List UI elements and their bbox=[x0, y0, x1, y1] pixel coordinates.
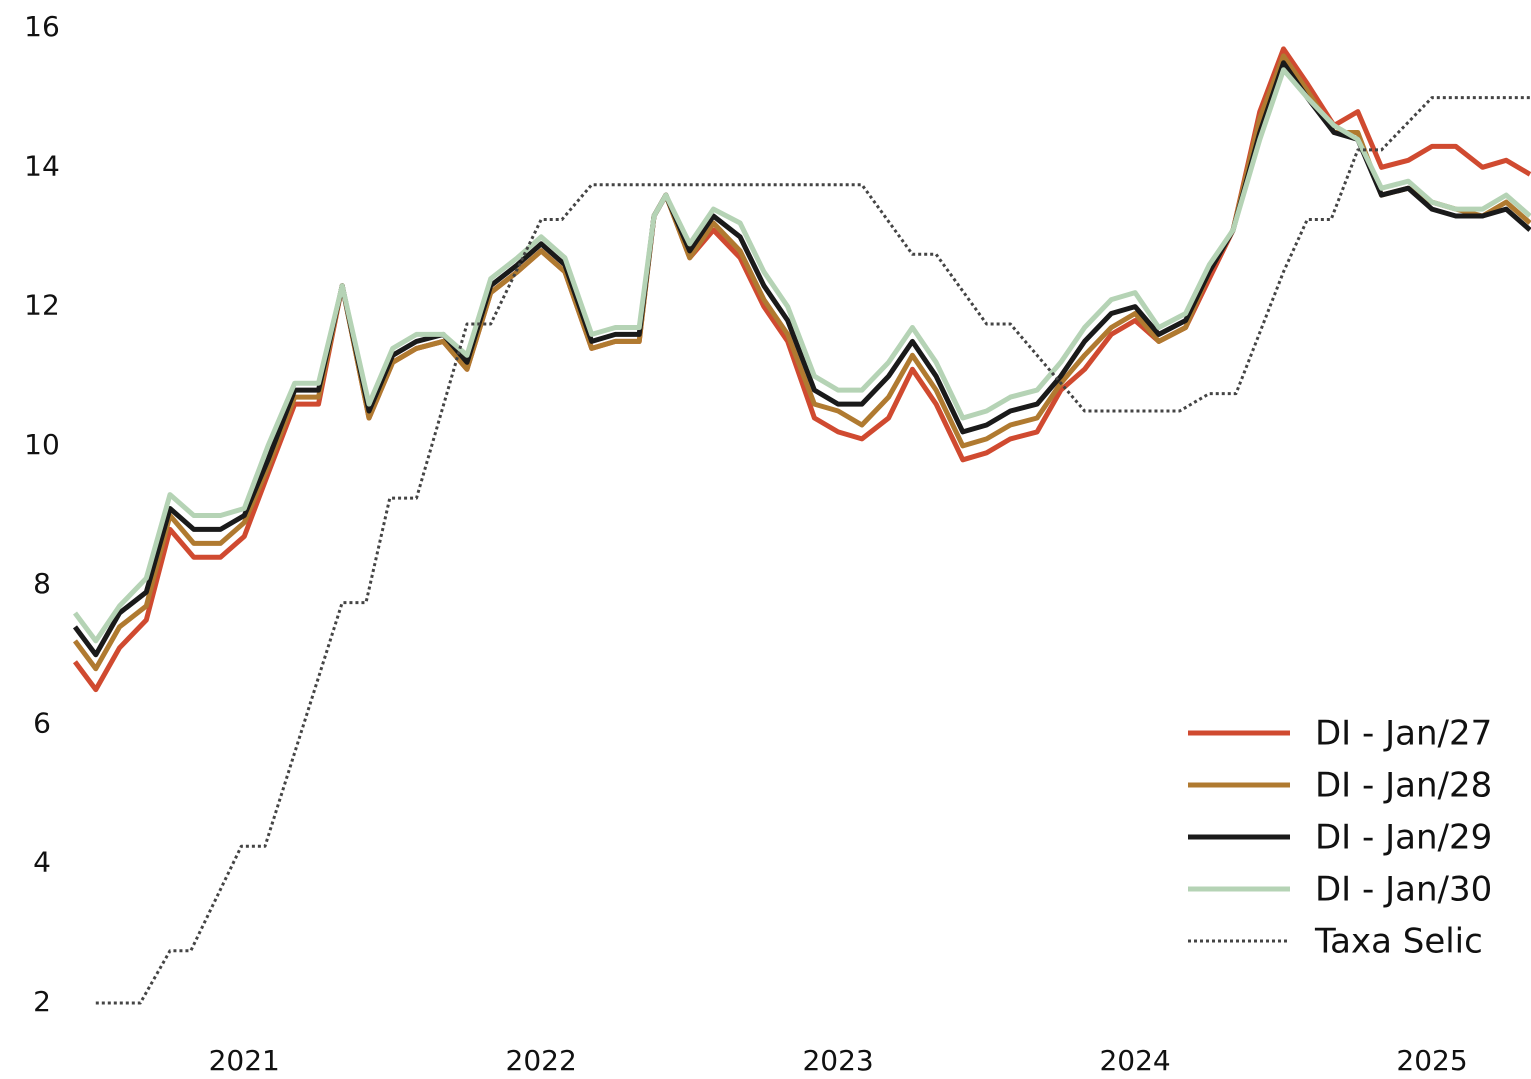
y-tick-label: 2 bbox=[33, 985, 51, 1018]
x-tick-label: 2024 bbox=[1099, 1044, 1170, 1077]
x-tick-label: 2021 bbox=[209, 1044, 280, 1077]
series-line bbox=[72, 67, 1531, 644]
series-line bbox=[72, 46, 1531, 693]
y-tick-label: 6 bbox=[33, 706, 51, 739]
legend-label: DI - Jan/30 bbox=[1315, 870, 1492, 910]
x-tick-label: 2022 bbox=[506, 1044, 577, 1077]
y-tick-label: 16 bbox=[24, 10, 60, 43]
y-tick-label: 14 bbox=[24, 149, 60, 182]
y-tick-label: 8 bbox=[33, 567, 51, 600]
y-tick-label: 12 bbox=[24, 289, 60, 322]
series-line bbox=[95, 96, 1530, 1005]
series-line bbox=[72, 60, 1531, 658]
legend-label: DI - Jan/27 bbox=[1315, 714, 1492, 754]
y-tick-label: 10 bbox=[24, 428, 60, 461]
x-tick-label: 2023 bbox=[802, 1044, 873, 1077]
y-tick-label: 4 bbox=[33, 846, 51, 879]
series-line bbox=[72, 53, 1531, 672]
legend-label: Taxa Selic bbox=[1314, 922, 1483, 962]
legend-label: DI - Jan/29 bbox=[1315, 818, 1492, 858]
x-tick-label: 2025 bbox=[1396, 1044, 1467, 1077]
legend-label: DI - Jan/28 bbox=[1315, 766, 1492, 806]
